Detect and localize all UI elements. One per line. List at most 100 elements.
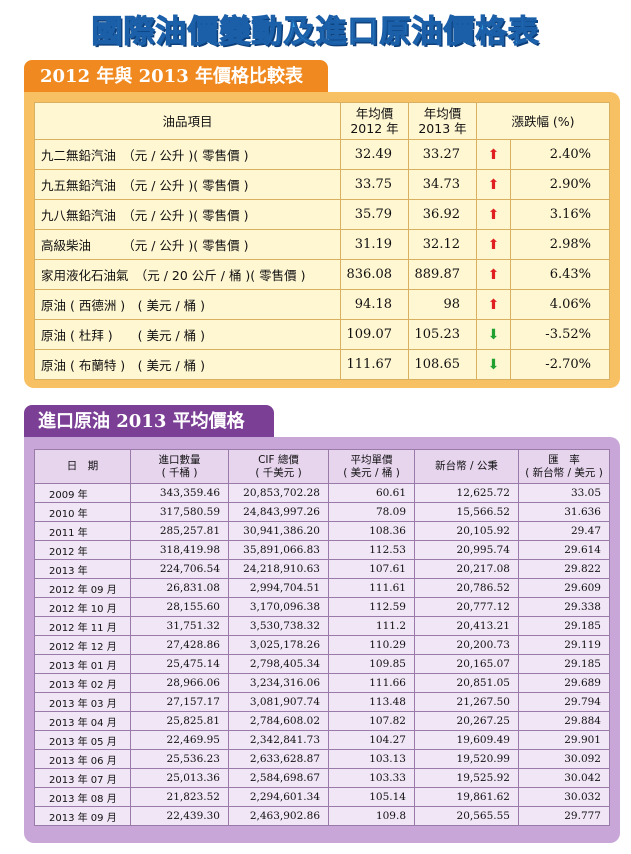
table-row: 2012 年 09 月 26,831.08 2,994,704.51 111.61 20… [34, 578, 610, 598]
change-percent: 6.43% [510, 259, 610, 290]
rate-cell: 29.794 [518, 692, 610, 712]
price-2013: 33.27 [408, 139, 477, 170]
header-avg: 平均單價 ( 美元 / 桶 ) [328, 449, 415, 484]
rate-cell: 29.822 [518, 559, 610, 579]
ntd-cell: 20,851.05 [414, 673, 519, 693]
price-2012: 32.49 [340, 139, 409, 170]
section1-panel: 油品項目 年均價 2012 年 年均價 2013 年 漲跌幅 (%) 九二無鉛汽… [24, 92, 620, 388]
cif-cell: 2,342,841.73 [228, 730, 329, 750]
header-qty-line1: 進口數量 [158, 453, 201, 466]
table-row: 2010 年 317,580.59 24,843,997.26 78.09 15,566… [34, 502, 610, 522]
date-cell: 2013 年 09 月 [34, 806, 131, 826]
rate-cell: 29.901 [518, 730, 610, 750]
ntd-cell: 20,200.73 [414, 635, 519, 655]
date-cell: 2011 年 [34, 521, 131, 541]
avg-price-cell: 108.36 [328, 521, 415, 541]
avg-price-cell: 110.29 [328, 635, 415, 655]
cif-cell: 3,530,738.32 [228, 616, 329, 636]
qty-cell: 25,013.36 [130, 768, 229, 788]
table-row: 2011 年 285,257.81 30,941,386.20 108.36 20,10… [34, 521, 610, 541]
item-name: 原油 ( 西德洲 ) ( 美元 / 桶 ) [34, 289, 341, 320]
cif-cell: 20,853,702.28 [228, 483, 329, 503]
price-2012: 35.79 [340, 199, 409, 230]
table-row: 2013 年 01 月 25,475.14 2,798,405.34 109.85 20… [34, 654, 610, 674]
header-cif: CIF 總價 ( 千美元 ) [228, 449, 329, 484]
change-percent: 4.06% [510, 289, 610, 320]
arrow-up-icon: ⬆ [487, 236, 500, 253]
ntd-cell: 20,413.21 [414, 616, 519, 636]
avg-price-cell: 109.8 [328, 806, 415, 826]
ntd-cell: 20,786.52 [414, 578, 519, 598]
table-row: 2013 年 02 月 28,966.06 3,234,316.06 111.66 20… [34, 673, 610, 693]
table-row: 2012 年 10 月 28,155.60 3,170,096.38 112.59 20… [34, 597, 610, 617]
price-2012: 109.07 [340, 319, 409, 350]
header-item: 油品項目 [34, 102, 341, 140]
qty-cell: 25,825.81 [130, 711, 229, 731]
cif-cell: 3,170,096.38 [228, 597, 329, 617]
date-cell: 2013 年 07 月 [34, 768, 131, 788]
arrow-up-icon: ⬆ [487, 296, 500, 313]
header-2013: 年均價 2013 年 [408, 102, 477, 140]
header-rate-line2: ( 新台幣 / 美元 ) [525, 466, 603, 479]
rate-cell: 31.636 [518, 502, 610, 522]
table-row: 2012 年 318,419.98 35,891,066.83 112.53 20,99… [34, 540, 610, 560]
item-name: 九五無鉛汽油 （元 / 公升 )( 零售價 ) [34, 169, 341, 200]
ntd-cell: 20,565.55 [414, 806, 519, 826]
rate-cell: 29.777 [518, 806, 610, 826]
price-comparison-body: 九二無鉛汽油 （元 / 公升 )( 零售價 ) 32.49 33.27 ⬆ 2.40% 九… [34, 139, 610, 380]
price-2012: 33.75 [340, 169, 409, 200]
date-cell: 2013 年 02 月 [34, 673, 131, 693]
change-percent: -2.70% [510, 349, 610, 380]
date-cell: 2009 年 [34, 483, 131, 503]
avg-price-cell: 103.33 [328, 768, 415, 788]
change-percent: 2.90% [510, 169, 610, 200]
table-row: 家用液化石油氣 （元 / 20 公斤 / 桶 )( 零售價 ) 836.08 889… [34, 259, 610, 290]
price-2013: 98 [408, 289, 477, 320]
section1-heading: 2012 年與 2013 年價格比較表 [24, 60, 328, 94]
date-cell: 2012 年 11 月 [34, 616, 131, 636]
price-2012: 94.18 [340, 289, 409, 320]
qty-cell: 27,157.17 [130, 692, 229, 712]
avg-price-cell: 112.59 [328, 597, 415, 617]
section2-heading: 進口原油 2013 平均價格 [24, 405, 274, 439]
table-row: 原油 ( 布蘭特 ) ( 美元 / 桶 ) 111.67 108.65 ⬇ -2.70% [34, 349, 610, 380]
arrow-up-icon: ⬆ [487, 206, 500, 223]
avg-price-cell: 113.48 [328, 692, 415, 712]
ntd-cell: 15,566.52 [414, 502, 519, 522]
change-direction: ⬇ [476, 349, 511, 380]
qty-cell: 25,536.23 [130, 749, 229, 769]
avg-price-cell: 107.82 [328, 711, 415, 731]
arrow-up-icon: ⬆ [487, 266, 500, 283]
cif-cell: 2,784,608.02 [228, 711, 329, 731]
item-name: 原油 ( 杜拜 ) ( 美元 / 桶 ) [34, 319, 341, 350]
import-crude-body: 2009 年 343,359.46 20,853,702.28 60.61 12,625… [34, 483, 610, 826]
qty-cell: 285,257.81 [130, 521, 229, 541]
table-row: 2009 年 343,359.46 20,853,702.28 60.61 12,625… [34, 483, 610, 503]
cif-cell: 24,843,997.26 [228, 502, 329, 522]
ntd-cell: 20,105.92 [414, 521, 519, 541]
table-row: 2013 年 06 月 25,536.23 2,633,628.87 103.13 19… [34, 749, 610, 769]
ntd-cell: 12,625.72 [414, 483, 519, 503]
date-cell: 2013 年 05 月 [34, 730, 131, 750]
qty-cell: 28,966.06 [130, 673, 229, 693]
qty-cell: 31,751.32 [130, 616, 229, 636]
arrow-down-icon: ⬇ [487, 326, 500, 343]
price-2012: 31.19 [340, 229, 409, 260]
ntd-cell: 20,995.74 [414, 540, 519, 560]
rate-cell: 29.185 [518, 616, 610, 636]
table-row: 2013 年 09 月 22,439.30 2,463,902.86 109.8 20,… [34, 806, 610, 826]
price-2013: 34.73 [408, 169, 477, 200]
import-crude-table: 日 期 進口數量 ( 千桶 ) CIF 總價 ( 千美元 ) 平均單價 ( 美元… [34, 449, 610, 826]
section2-panel: 日 期 進口數量 ( 千桶 ) CIF 總價 ( 千美元 ) 平均單價 ( 美元… [24, 437, 620, 843]
qty-cell: 27,428.86 [130, 635, 229, 655]
header-change: 漲跌幅 (%) [476, 102, 610, 140]
change-percent: -3.52% [510, 319, 610, 350]
rate-cell: 29.884 [518, 711, 610, 731]
table-row: 2013 年 224,706.54 24,218,910.63 107.61 20,21… [34, 559, 610, 579]
price-2012: 111.67 [340, 349, 409, 380]
table-row: 原油 ( 西德洲 ) ( 美元 / 桶 ) 94.18 98 ⬆ 4.06% [34, 289, 610, 320]
cif-cell: 2,798,405.34 [228, 654, 329, 674]
table-row: 九五無鉛汽油 （元 / 公升 )( 零售價 ) 33.75 34.73 ⬆ 2.90% [34, 169, 610, 200]
header-date: 日 期 [34, 449, 131, 484]
change-direction: ⬆ [476, 199, 511, 230]
